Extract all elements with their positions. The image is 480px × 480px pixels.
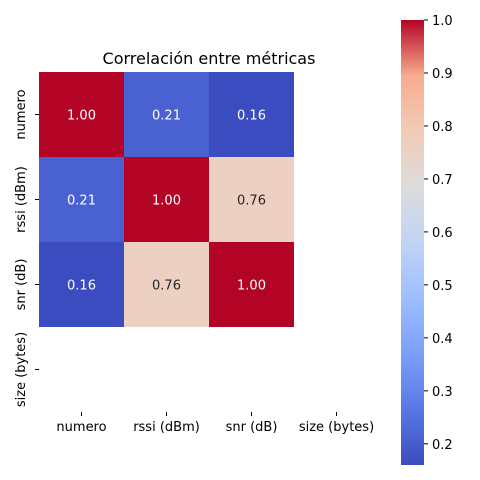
y-tick-label: rssi (dBm) [14, 166, 29, 233]
colorbar-tick-label: 0.4 [432, 332, 453, 347]
x-tick-label: numero [56, 420, 106, 435]
heatmap-cell-label: 0.76 [152, 279, 181, 294]
heatmap-cells [39, 72, 294, 327]
heatmap-cell-label: 0.16 [237, 109, 266, 124]
heatmap-cell-label: 0.16 [67, 279, 96, 294]
y-tick-label: size (bytes) [14, 332, 29, 407]
colorbar-tick-label: 0.9 [432, 67, 453, 82]
x-axis: numero rssi (dBm) snr (dB) size (bytes) [56, 412, 374, 435]
x-tick-label: snr (dB) [226, 420, 278, 435]
heatmap-cell [209, 72, 294, 157]
heatmap-cell-label: 1.00 [237, 279, 266, 294]
y-tick-label: numero [14, 89, 29, 139]
heatmap-cell [209, 157, 294, 242]
heatmap-cell [39, 72, 124, 157]
heatmap-cell-label: 1.00 [152, 194, 181, 209]
colorbar-tick-label: 0.6 [432, 226, 453, 241]
colorbar: 0.2 0.3 0.4 0.5 0.6 0.7 0.8 0.9 1.0 [401, 14, 453, 465]
heatmap-cell [124, 72, 209, 157]
colorbar-gradient [401, 20, 424, 465]
y-axis: numero rssi (dBm) snr (dB) size (bytes) [14, 89, 39, 407]
colorbar-tick-label: 0.5 [432, 279, 453, 294]
colorbar-tick-label: 0.8 [432, 120, 453, 135]
colorbar-tick-label: 1.0 [432, 14, 453, 29]
y-tick-label: snr (dB) [14, 259, 29, 311]
heatmap-cell-label: 0.21 [152, 109, 181, 124]
colorbar-ticks: 0.2 0.3 0.4 0.5 0.6 0.7 0.8 0.9 1.0 [424, 14, 453, 453]
heatmap-cell [39, 242, 124, 327]
x-tick-label: rssi (dBm) [133, 420, 200, 435]
heatmap-cell [124, 242, 209, 327]
heatmap-cell [124, 157, 209, 242]
colorbar-tick-label: 0.7 [432, 173, 453, 188]
heatmap-cell [39, 157, 124, 242]
heatmap-cell-label: 0.76 [237, 194, 266, 209]
heatmap-cell-label: 1.00 [67, 109, 96, 124]
heatmap-cell-labels: 1.00 0.21 0.16 0.21 1.00 0.76 0.16 0.76 1.00 [67, 109, 266, 294]
chart-title: Correlación entre métricas [103, 49, 316, 68]
colorbar-tick-label: 0.3 [432, 385, 453, 400]
heatmap-cell [209, 242, 294, 327]
x-tick-label: size (bytes) [299, 420, 374, 435]
heatmap-cell-label: 0.21 [67, 194, 96, 209]
colorbar-tick-label: 0.2 [432, 438, 453, 453]
